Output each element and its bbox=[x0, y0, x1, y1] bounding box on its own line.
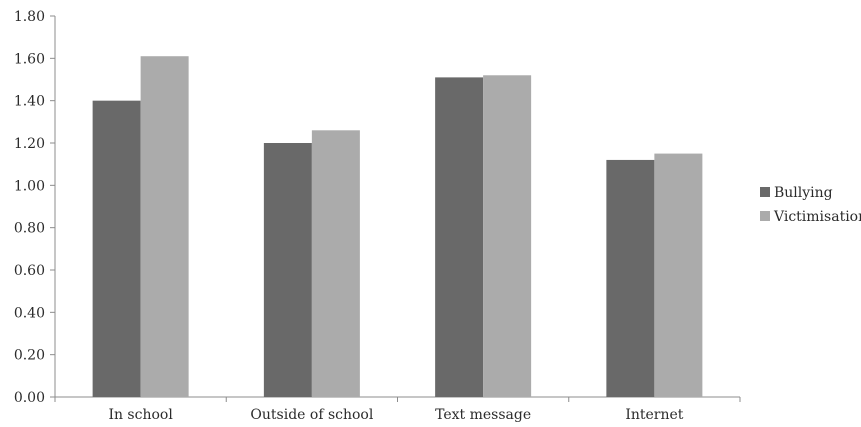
y-tick-label: 1.80 bbox=[14, 9, 45, 25]
y-tick-label: 1.20 bbox=[14, 136, 45, 152]
y-tick-label: 1.00 bbox=[14, 178, 45, 194]
x-category-label: Outside of school bbox=[250, 407, 373, 423]
bar-bullying-3 bbox=[606, 159, 655, 397]
bar-bullying-2 bbox=[435, 77, 484, 397]
legend-swatch-victimisation bbox=[760, 211, 770, 221]
bar-victimisation-2 bbox=[483, 75, 532, 398]
bar-bullying-0 bbox=[92, 100, 141, 398]
y-tick-label: 0.00 bbox=[14, 390, 45, 406]
legend-label-bullying: Bullying bbox=[774, 185, 833, 201]
y-tick-label: 0.20 bbox=[14, 348, 45, 364]
bar-bullying-1 bbox=[263, 143, 312, 397]
bar-victimisation-0 bbox=[140, 56, 189, 397]
bars bbox=[92, 56, 703, 398]
y-tick-label: 0.80 bbox=[14, 221, 45, 237]
bar-victimisation-3 bbox=[654, 153, 703, 397]
y-tick-label: 1.40 bbox=[14, 94, 45, 110]
bar-victimisation-1 bbox=[311, 130, 360, 398]
y-tick-label: 0.40 bbox=[14, 305, 45, 321]
y-tick-label: 0.60 bbox=[14, 263, 45, 279]
x-category-label: Text message bbox=[435, 407, 531, 423]
y-tick-label: 1.60 bbox=[14, 51, 45, 67]
legend-label-victimisation: Victimisation bbox=[773, 209, 861, 225]
legend: Bullying Victimisation bbox=[760, 185, 861, 225]
x-category-label: Internet bbox=[625, 407, 683, 423]
legend-swatch-bullying bbox=[760, 187, 770, 197]
x-category-label: In school bbox=[108, 407, 173, 423]
labels: 0.00 0.20 0.40 0.60 0.80 1.00 1.20 1.40 1.60 1.80… bbox=[14, 9, 684, 423]
